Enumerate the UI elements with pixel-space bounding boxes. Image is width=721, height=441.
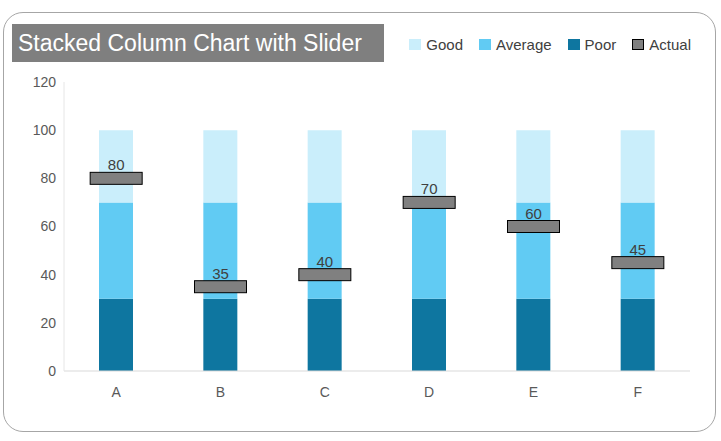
svg-text:F: F xyxy=(634,384,643,400)
svg-text:20: 20 xyxy=(40,315,56,331)
svg-text:80: 80 xyxy=(40,170,56,186)
svg-text:C: C xyxy=(320,384,330,400)
svg-text:60: 60 xyxy=(525,205,542,222)
svg-text:80: 80 xyxy=(108,156,125,173)
svg-text:45: 45 xyxy=(629,241,646,258)
svg-text:35: 35 xyxy=(212,265,229,282)
svg-text:40: 40 xyxy=(40,267,56,283)
html-text:Poor: Poor xyxy=(584,36,617,53)
svg-text:B: B xyxy=(216,384,225,400)
svg-text:40: 40 xyxy=(316,253,333,270)
html-text:Actual: Actual xyxy=(649,36,691,53)
svg-text:120: 120 xyxy=(33,74,57,90)
svg-text:0: 0 xyxy=(48,363,56,379)
html-text:Stacked Column Chart with Slid: Stacked Column Chart with Slider xyxy=(18,30,362,56)
svg-text:E: E xyxy=(529,384,538,400)
svg-text:A: A xyxy=(111,384,121,400)
svg-text:60: 60 xyxy=(40,218,56,234)
svg-text:100: 100 xyxy=(33,122,57,138)
svg-text:70: 70 xyxy=(421,180,438,197)
svg-text:D: D xyxy=(424,384,434,400)
html-text:Average: Average xyxy=(496,36,552,53)
html-text:Good: Good xyxy=(426,36,463,53)
